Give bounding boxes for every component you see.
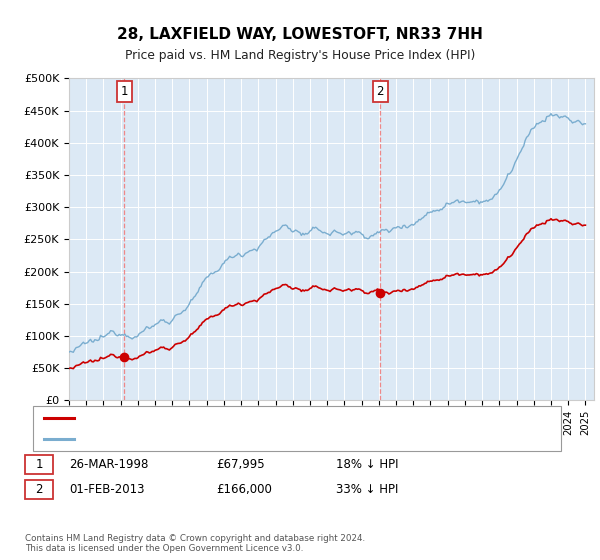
Text: 33% ↓ HPI: 33% ↓ HPI <box>336 483 398 496</box>
Text: 01-FEB-2013: 01-FEB-2013 <box>69 483 145 496</box>
Text: 28, LAXFIELD WAY, LOWESTOFT, NR33 7HH (detached house): 28, LAXFIELD WAY, LOWESTOFT, NR33 7HH (d… <box>81 413 418 423</box>
Text: 2: 2 <box>376 85 384 98</box>
Text: 26-MAR-1998: 26-MAR-1998 <box>69 458 148 471</box>
Text: £166,000: £166,000 <box>216 483 272 496</box>
Text: 1: 1 <box>35 458 43 471</box>
Text: 28, LAXFIELD WAY, LOWESTOFT, NR33 7HH: 28, LAXFIELD WAY, LOWESTOFT, NR33 7HH <box>117 27 483 42</box>
Text: 18% ↓ HPI: 18% ↓ HPI <box>336 458 398 471</box>
Text: 1: 1 <box>121 85 128 98</box>
Text: Contains HM Land Registry data © Crown copyright and database right 2024.
This d: Contains HM Land Registry data © Crown c… <box>25 534 365 553</box>
Text: HPI: Average price, detached house, East Suffolk: HPI: Average price, detached house, East… <box>81 433 348 444</box>
Text: Price paid vs. HM Land Registry's House Price Index (HPI): Price paid vs. HM Land Registry's House … <box>125 49 475 63</box>
Text: £67,995: £67,995 <box>216 458 265 471</box>
Text: 2: 2 <box>35 483 43 496</box>
